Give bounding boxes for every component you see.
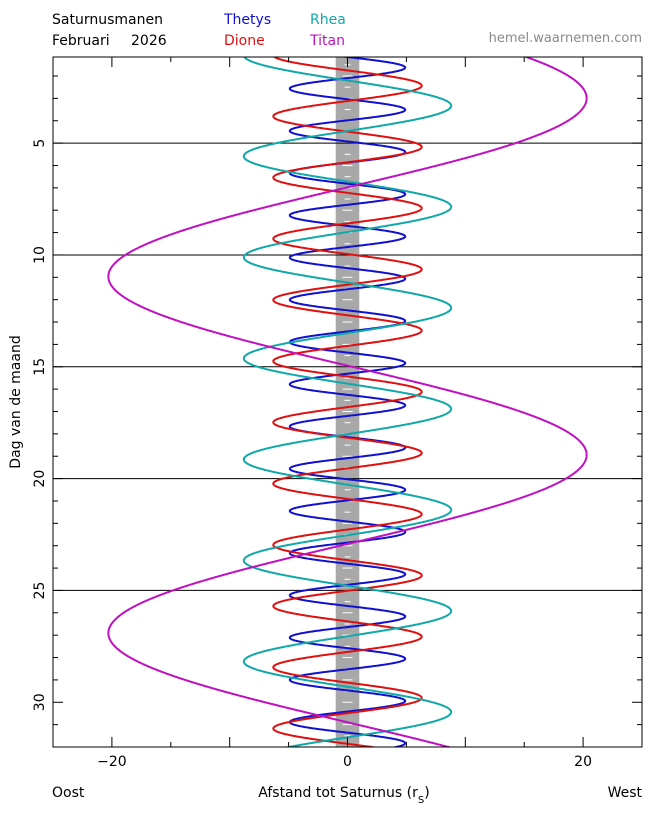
series-rhea: [242, 57, 453, 747]
x-tick-label: 0: [343, 754, 352, 770]
saturn-band: [335, 57, 360, 747]
x-tick-label: 20: [574, 754, 592, 770]
series-dione: [272, 57, 423, 747]
axis-ticks: 5 10 15 20 25 30 −20 0 20: [32, 57, 643, 770]
y-tick-label: 30: [32, 693, 48, 711]
y-tick-label: 15: [32, 358, 48, 376]
y-tick-label: 20: [32, 470, 48, 488]
series-titan: [107, 57, 588, 747]
y-tick-label: 10: [32, 246, 48, 264]
east-label: Oost: [52, 785, 85, 801]
series-group: [107, 57, 588, 747]
chart-year: 2026: [131, 33, 167, 49]
y-axis-label: Dag van de maand: [8, 335, 24, 468]
legend-dione: Dione: [224, 33, 265, 49]
x-tick-label: −20: [97, 754, 127, 770]
y-tick-label: 25: [32, 582, 48, 600]
source-credit: hemel.waarnemen.com: [489, 31, 642, 46]
chart-title: Saturnusmanen: [52, 12, 163, 28]
legend-thetys: Thetys: [223, 12, 271, 28]
chart-month: Februari: [52, 33, 110, 49]
west-label: West: [608, 785, 643, 801]
legend-titan: Titan: [309, 33, 345, 49]
legend-rhea: Rhea: [310, 12, 346, 28]
x-axis-label: Afstand tot Saturnus (rS): [258, 785, 429, 806]
plot-area: 5 10 15 20 25 30 −20 0 20: [32, 56, 643, 770]
y-tick-label: 5: [32, 139, 48, 148]
